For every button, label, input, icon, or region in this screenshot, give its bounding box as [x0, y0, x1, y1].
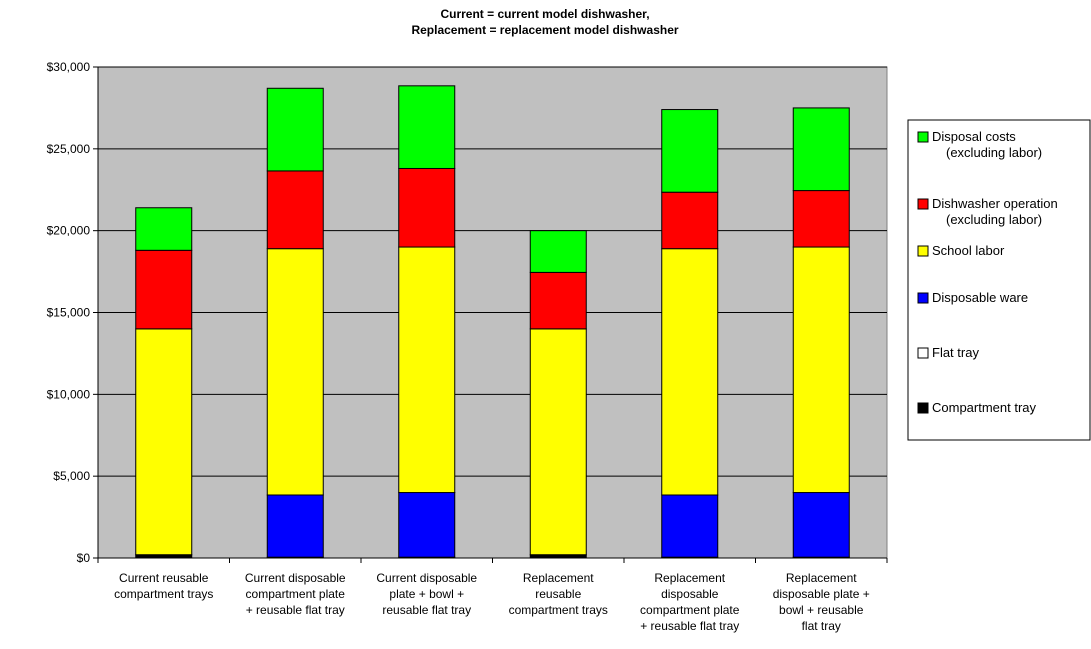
legend-label: Flat tray	[932, 345, 979, 360]
x-category-label: flat tray	[802, 619, 841, 633]
x-category-label: Replacement	[786, 571, 857, 585]
x-category-label: bowl + reusable	[779, 603, 864, 617]
bar-segment-disposable-ware	[661, 494, 719, 558]
bar-segment-dishwasher-operation-excluding-labor	[661, 191, 719, 250]
x-category-label: Current disposable	[376, 571, 477, 585]
legend-box	[907, 119, 1091, 441]
bar-segment-school-labor	[135, 328, 193, 556]
bar-segment-school-labor	[661, 248, 719, 496]
legend-label: Disposal costs	[932, 129, 1016, 144]
bar-segment-dishwasher-operation-excluding-labor	[135, 249, 193, 330]
bar-segment-dishwasher-operation-excluding-labor	[266, 170, 324, 250]
y-tick-label: $0	[77, 551, 91, 565]
x-category-label: Replacement	[523, 571, 594, 585]
legend-label: School labor	[932, 243, 1005, 258]
y-tick-label: $5,000	[53, 469, 90, 483]
x-category-label: Current disposable	[245, 571, 346, 585]
legend-label: Compartment tray	[932, 400, 1037, 415]
bar-segment-disposable-ware	[398, 492, 456, 558]
legend-swatch	[917, 347, 929, 359]
x-category-label: compartment plate	[246, 587, 346, 601]
x-category-label: compartment trays	[509, 603, 608, 617]
x-category-label: + reusable flat tray	[640, 619, 739, 633]
chart-title-line: Replacement = replacement model dishwash…	[411, 23, 678, 37]
x-category-label: disposable	[661, 587, 719, 601]
legend-label: (excluding labor)	[946, 145, 1042, 160]
bar-segment-disposal-costs-excluding-labor	[135, 207, 193, 251]
x-category-label: reusable flat tray	[382, 603, 471, 617]
y-tick-label: $15,000	[47, 306, 91, 320]
legend-swatch	[917, 402, 929, 414]
chart-title-line: Current = current model dishwasher,	[440, 7, 649, 21]
bar-segment-disposable-ware	[792, 492, 850, 558]
x-category-label: Current reusable	[119, 571, 209, 585]
y-tick-label: $10,000	[47, 387, 91, 401]
legend-label: Dishwasher operation	[932, 196, 1058, 211]
y-tick-label: $20,000	[47, 224, 91, 238]
bar-segment-school-labor	[792, 246, 850, 494]
x-category-label: disposable plate +	[773, 587, 870, 601]
bar-segment-school-labor	[266, 248, 324, 496]
legend-swatch	[917, 131, 929, 143]
bar-segment-disposal-costs-excluding-labor	[661, 109, 719, 193]
bar-segment-dishwasher-operation-excluding-labor	[398, 167, 456, 248]
bar-segment-school-labor	[529, 328, 587, 556]
x-category-label: compartment plate	[640, 603, 740, 617]
x-category-label: reusable	[535, 587, 581, 601]
legend-swatch	[917, 245, 929, 257]
bar-segment-disposal-costs-excluding-labor	[529, 230, 587, 273]
x-category-label: + reusable flat tray	[246, 603, 345, 617]
bar-segment-disposal-costs-excluding-labor	[398, 85, 456, 169]
x-category-label: plate + bowl +	[389, 587, 464, 601]
bar-segment-disposable-ware	[266, 494, 324, 558]
x-category-label: compartment trays	[114, 587, 213, 601]
legend-label: Disposable ware	[932, 290, 1028, 305]
legend-swatch	[917, 198, 929, 210]
legend-label: (excluding labor)	[946, 212, 1042, 227]
bar-segment-dishwasher-operation-excluding-labor	[529, 271, 587, 330]
bar-segment-disposal-costs-excluding-labor	[792, 107, 850, 192]
bar-segment-dishwasher-operation-excluding-labor	[792, 190, 850, 248]
x-category-label: Replacement	[654, 571, 725, 585]
legend-swatch	[917, 292, 929, 304]
bar-segment-school-labor	[398, 246, 456, 494]
y-tick-label: $30,000	[47, 60, 91, 74]
bar-segment-disposal-costs-excluding-labor	[266, 87, 324, 172]
y-tick-label: $25,000	[47, 142, 91, 156]
